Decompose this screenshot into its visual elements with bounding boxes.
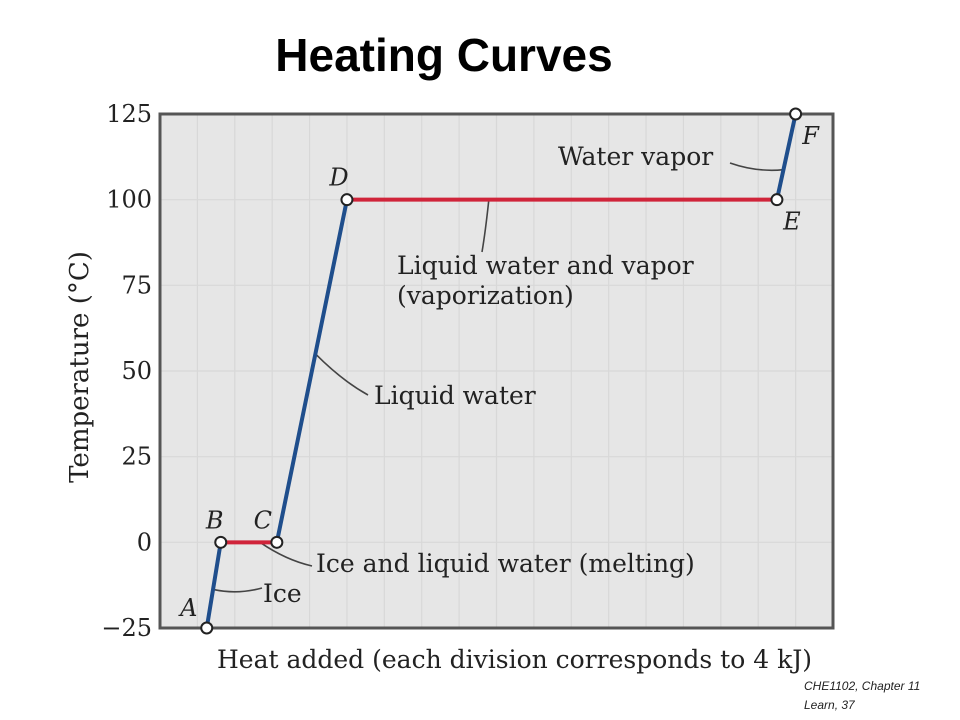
y-tick-label: −25 — [101, 614, 152, 642]
slide-title: Heating Curves — [0, 28, 960, 82]
y-axis-label: Temperature (°C) — [65, 251, 95, 483]
y-tick-label: 100 — [106, 186, 152, 214]
footer-course: CHE1102, Chapter 11 — [804, 679, 921, 693]
segment-label: Liquid water — [374, 381, 536, 410]
x-axis-label: Heat added (each division corresponds to… — [217, 645, 812, 674]
segment-label: (vaporization) — [397, 281, 574, 310]
slide-footer: CHE1102, Chapter 11 Learn, 37 — [804, 677, 920, 715]
callout-leader-line — [259, 541, 313, 567]
curve-point-marker — [770, 193, 784, 207]
curve-point-label: C — [254, 506, 272, 534]
curve-points: A B C D E F — [178, 107, 820, 635]
curve-point-label: D — [328, 164, 348, 192]
curve-point-label: E — [782, 208, 801, 236]
curve-segment — [274, 197, 349, 545]
curve-point-marker — [200, 621, 214, 635]
curve-point-label: B — [205, 506, 224, 534]
callout-leader-line — [212, 587, 263, 593]
curve-segments — [204, 112, 798, 630]
footer-page: Learn, 37 — [804, 698, 855, 712]
y-axis-ticks: 125 100 75 50 25 0 −25 — [101, 100, 152, 642]
curve-segment — [204, 540, 223, 630]
curve-point-marker — [789, 107, 803, 121]
segment-label: Liquid water and vapor — [397, 251, 694, 280]
segment-label: Ice — [263, 579, 302, 608]
y-tick-label: 0 — [137, 528, 152, 556]
curve-point-label: F — [801, 122, 820, 150]
y-tick-label: 50 — [121, 357, 152, 385]
y-tick-label: 25 — [121, 443, 152, 471]
callout-leader-line — [729, 162, 784, 172]
y-tick-label: 75 — [121, 271, 152, 299]
curve-point-marker — [214, 535, 228, 549]
y-tick-label: 125 — [106, 100, 152, 128]
segment-callouts: Ice Ice and liquid water (melting) Liquid … — [212, 142, 784, 608]
plot-frame — [158, 112, 835, 630]
segment-label: Water vapor — [558, 142, 713, 171]
segment-label: Ice and liquid water (melting) — [316, 549, 695, 578]
curve-point-marker — [340, 193, 354, 207]
callout-leader-line — [481, 199, 490, 253]
curve-point-marker — [270, 535, 284, 549]
slide-title-text: Heating Curves — [275, 29, 613, 81]
curve-point-label: A — [178, 594, 197, 622]
callout-leader-line — [314, 353, 369, 396]
curve-segment — [774, 112, 798, 202]
